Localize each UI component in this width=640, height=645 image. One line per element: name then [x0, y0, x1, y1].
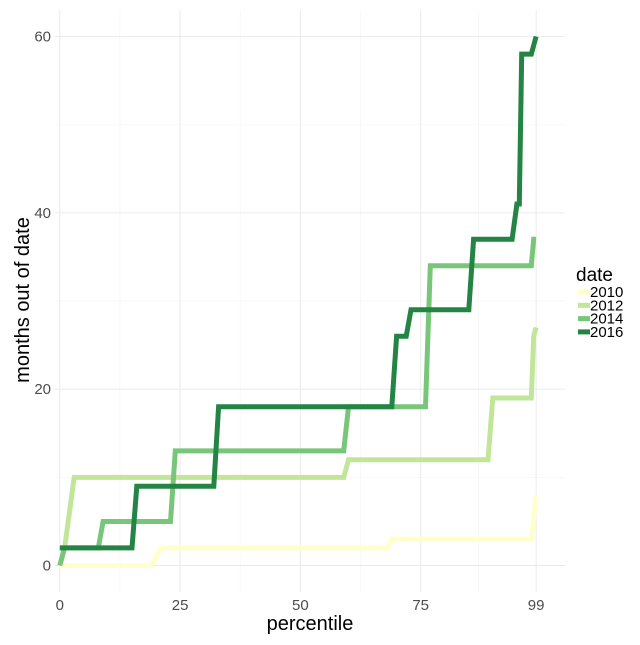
- x-tick-label: 99: [528, 597, 545, 614]
- series-line-2012: [57, 326, 539, 567]
- x-tick-label: 25: [172, 597, 189, 614]
- legend-label-2010: 2010: [590, 284, 623, 301]
- y-tick-label: 0: [43, 558, 51, 575]
- series-line-2014: [57, 236, 537, 567]
- legend-label-2014: 2014: [590, 311, 623, 328]
- legend-title: date: [576, 265, 613, 286]
- y-tick-label: 20: [34, 381, 51, 398]
- y-axis-ticks: 0 20 40 60: [34, 28, 51, 574]
- y-tick-label: 40: [34, 205, 51, 222]
- grid-lines: [55, 10, 565, 592]
- series-lines: [57, 35, 539, 568]
- series-line-2010: [59, 494, 539, 568]
- x-tick-label: 75: [412, 597, 429, 614]
- legend-label-2016: 2016: [590, 324, 623, 341]
- x-tick-label: 50: [292, 597, 309, 614]
- y-tick-label: 60: [34, 28, 51, 45]
- x-tick-label: 0: [56, 597, 64, 614]
- legend-label-2012: 2012: [590, 297, 623, 314]
- x-axis-ticks: 0 25 50 75 99: [56, 597, 545, 614]
- x-axis-title: percentile: [267, 613, 354, 635]
- y-axis-title: months out of date: [12, 217, 34, 383]
- series-line-2016: [59, 35, 539, 551]
